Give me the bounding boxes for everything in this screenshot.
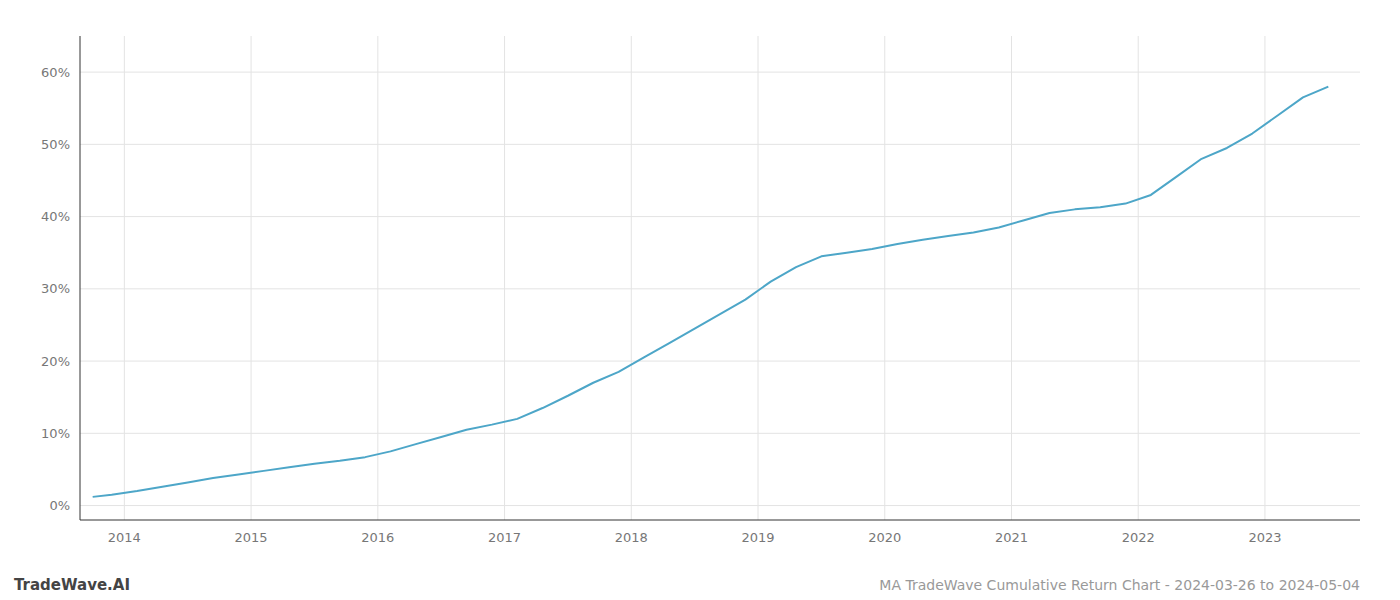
y-tick-label: 60%	[41, 65, 70, 80]
y-tick-label: 40%	[41, 209, 70, 224]
plot-area	[93, 87, 1329, 497]
y-grid-line	[80, 288, 1360, 289]
x-grid-line	[631, 36, 632, 520]
x-tick-label: 2022	[1122, 530, 1155, 545]
watermark: TradeWave.AI	[14, 576, 130, 594]
y-grid-line	[80, 216, 1360, 217]
x-grid-line	[504, 36, 505, 520]
chart: 2014 2015 2016 2017 2018 2019 2020 2021 2022 2023…	[0, 0, 1400, 600]
x-grid-line	[1264, 36, 1265, 520]
x-tick-label: 2014	[108, 530, 141, 545]
x-grid-line	[377, 36, 378, 520]
y-axis-line	[80, 36, 81, 520]
x-grid-line	[884, 36, 885, 520]
y-grid-line	[80, 505, 1360, 506]
x-grid-line	[251, 36, 252, 520]
y-tick-label: 10%	[41, 426, 70, 441]
y-tick-label: 50%	[41, 137, 70, 152]
y-grid-line	[80, 433, 1360, 434]
x-tick-label: 2018	[615, 530, 648, 545]
y-grid-line	[80, 144, 1360, 145]
x-grid-line	[124, 36, 125, 520]
x-grid-line	[1011, 36, 1012, 520]
grid	[80, 36, 1360, 520]
x-tick-label: 2015	[235, 530, 268, 545]
y-tick-label: 30%	[41, 281, 70, 296]
x-tick-label: 2023	[1248, 530, 1281, 545]
line	[93, 87, 1329, 497]
x-tick-label: 2019	[741, 530, 774, 545]
x-tick-label: 2020	[868, 530, 901, 545]
y-tick-label: 20%	[41, 354, 70, 369]
x-tick-label: 2021	[995, 530, 1028, 545]
title: MA TradeWave Cumulative Return Chart - 2…	[879, 577, 1360, 593]
y-grid-line	[80, 361, 1360, 362]
tick-labels: 2014 2015 2016 2017 2018 2019 2020 2021 2022 2023…	[41, 65, 1281, 545]
x-grid-line	[1138, 36, 1139, 520]
x-axis-line	[80, 520, 1360, 521]
x-grid-line	[758, 36, 759, 520]
y-grid-line	[80, 72, 1360, 73]
x-tick-label: 2017	[488, 530, 521, 545]
y-tick-label: 0%	[49, 498, 70, 513]
x-tick-label: 2016	[361, 530, 394, 545]
